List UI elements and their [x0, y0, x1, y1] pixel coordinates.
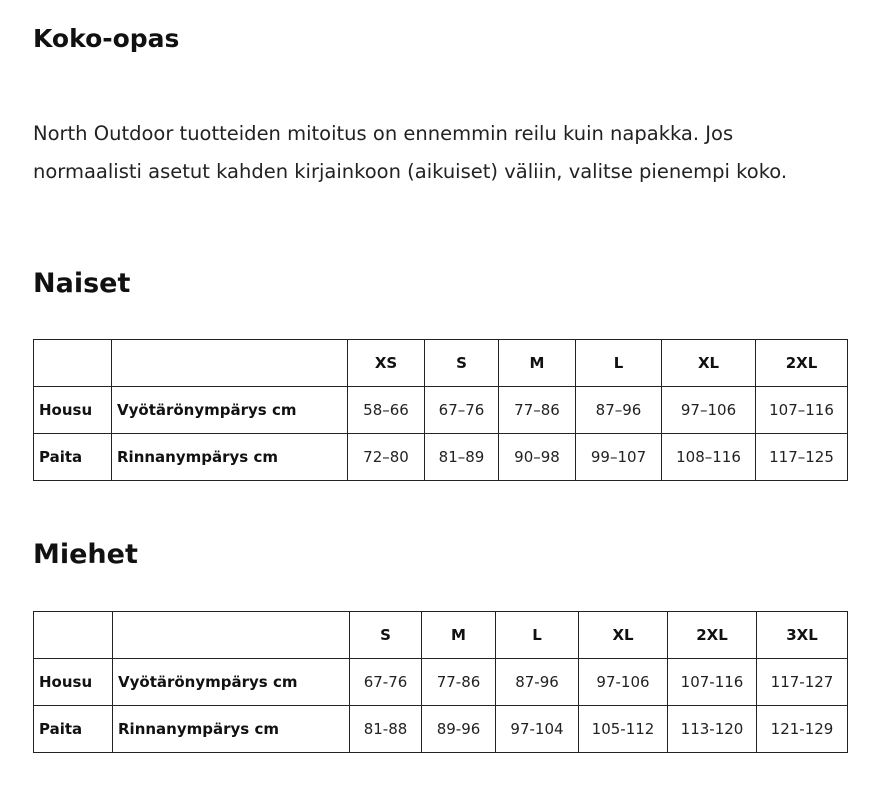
value-cell: 117–125	[755, 433, 848, 481]
item-cell: Paita	[33, 433, 112, 481]
table-header-row: XS S M L XL 2XL	[33, 339, 848, 387]
size-header: XL	[578, 611, 668, 659]
value-cell: 99–107	[575, 433, 662, 481]
value-cell: 97-104	[495, 705, 579, 753]
women-size-table: XS S M L XL 2XL Housu Vyötärönympärys cm…	[33, 339, 848, 481]
size-header: M	[498, 339, 576, 387]
value-cell: 77-86	[421, 658, 496, 706]
size-header: S	[349, 611, 422, 659]
intro-text: North Outdoor tuotteiden mitoitus on enn…	[33, 122, 788, 183]
value-cell: 72–80	[347, 433, 425, 481]
size-header: L	[495, 611, 579, 659]
size-header: M	[421, 611, 496, 659]
value-cell: 105-112	[578, 705, 668, 753]
value-cell: 97–106	[661, 386, 756, 434]
measure-cell: Rinnanympärys cm	[112, 705, 350, 753]
value-cell: 58–66	[347, 386, 425, 434]
women-heading: Naiset	[33, 268, 131, 299]
value-cell: 67-76	[349, 658, 422, 706]
measure-cell: Vyötärönympärys cm	[111, 386, 348, 434]
value-cell: 121-129	[756, 705, 848, 753]
value-cell: 81-88	[349, 705, 422, 753]
item-cell: Paita	[33, 705, 113, 753]
value-cell: 107–116	[755, 386, 848, 434]
value-cell: 81–89	[424, 433, 499, 481]
value-cell: 113-120	[667, 705, 757, 753]
value-cell: 107-116	[667, 658, 757, 706]
men-size-table: S M L XL 2XL 3XL Housu Vyötärönympärys c…	[33, 611, 848, 753]
measure-cell: Rinnanympärys cm	[111, 433, 348, 481]
value-cell: 87-96	[495, 658, 579, 706]
value-cell: 90–98	[498, 433, 576, 481]
value-cell: 89-96	[421, 705, 496, 753]
size-header: 3XL	[756, 611, 848, 659]
size-header: S	[424, 339, 499, 387]
table-row: Paita Rinnanympärys cm 72–80 81–89 90–98…	[33, 433, 848, 481]
size-header: L	[575, 339, 662, 387]
size-header: 2XL	[667, 611, 757, 659]
size-header: XL	[661, 339, 756, 387]
size-header: 2XL	[755, 339, 848, 387]
item-cell: Housu	[33, 386, 112, 434]
value-cell: 67–76	[424, 386, 499, 434]
value-cell: 117-127	[756, 658, 848, 706]
table-header-row: S M L XL 2XL 3XL	[33, 611, 848, 659]
value-cell: 108–116	[661, 433, 756, 481]
value-cell: 97-106	[578, 658, 668, 706]
table-row: Housu Vyötärönympärys cm 67-76 77-86 87-…	[33, 658, 848, 706]
value-cell: 77–86	[498, 386, 576, 434]
measure-cell: Vyötärönympärys cm	[112, 658, 350, 706]
size-header: XS	[347, 339, 425, 387]
item-cell: Housu	[33, 658, 113, 706]
table-row: Housu Vyötärönympärys cm 58–66 67–76 77–…	[33, 386, 848, 434]
page-title: Koko-opas	[33, 24, 180, 53]
table-row: Paita Rinnanympärys cm 81-88 89-96 97-10…	[33, 705, 848, 753]
value-cell: 87–96	[575, 386, 662, 434]
men-heading: Miehet	[33, 539, 138, 570]
